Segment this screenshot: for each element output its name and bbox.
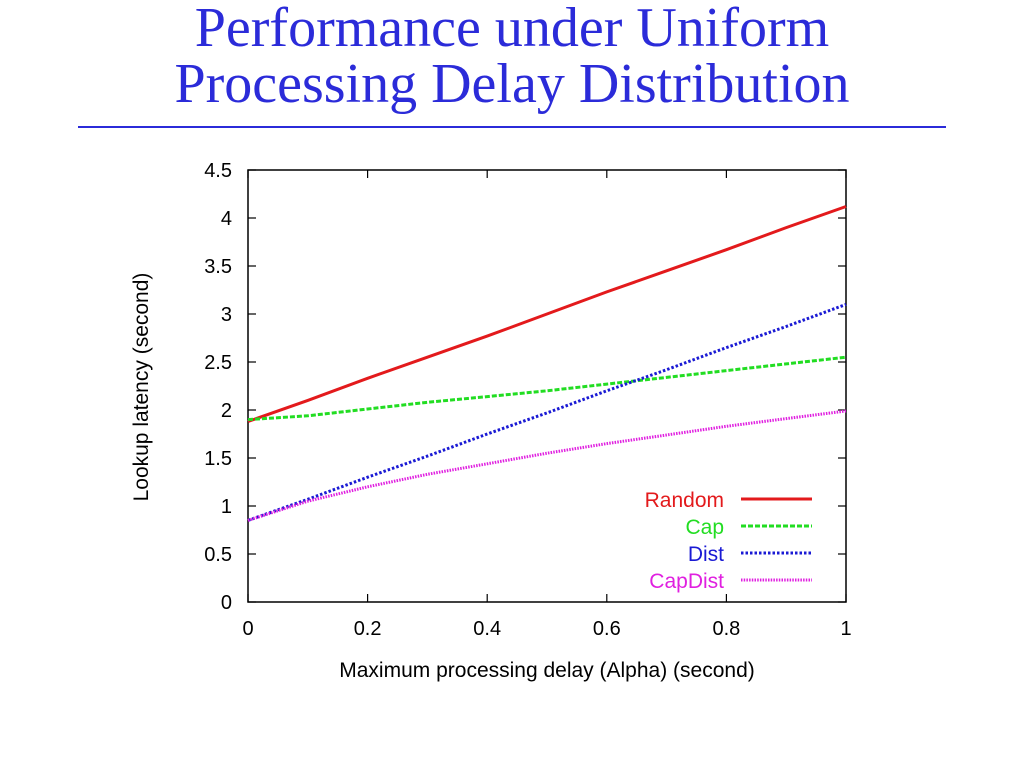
ticks: 0 0.2 0.4 0.6 0.8 1 0 0.5 1 1.5 2 2.5 3 3.5 4 4.5 [204, 160, 851, 640]
x-tick-label: 0.6 [593, 618, 621, 640]
y-tick-label: 3.5 [204, 256, 232, 278]
x-axis-label: Maximum processing delay (Alpha) (second… [339, 659, 755, 682]
x-tick-label: 0.8 [712, 618, 740, 640]
x-tick-label: 1 [840, 618, 851, 640]
axes [247, 169, 847, 603]
y-tick-label: 1.5 [204, 448, 232, 470]
y-tick-label: 0 [221, 592, 232, 614]
series-line-cap [247, 355, 847, 422]
series-line-random [247, 205, 847, 423]
legend-label-capdist: CapDist [649, 570, 724, 593]
y-tick-label: 1 [221, 496, 232, 518]
y-tick-label: 4 [221, 208, 232, 230]
x-tick-label: 0 [242, 618, 253, 640]
slide-title: Performance under Uniform Processing Del… [0, 0, 1024, 112]
legend-label-random: Random [645, 489, 724, 512]
y-axis-label: Lookup latency (second) [130, 273, 153, 502]
y-tick-label: 0.5 [204, 544, 232, 566]
series-line-dist [247, 302, 847, 522]
x-tick-label: 0.2 [354, 618, 382, 640]
slide-title-line-1: Performance under Uniform [194, 0, 830, 59]
y-tick-label: 4.5 [204, 160, 232, 182]
slide-title-line-2: Processing Delay Distribution [174, 53, 850, 115]
series-line-capdist [247, 409, 847, 522]
plot-frame [247, 169, 847, 603]
legend-label-dist: Dist [688, 543, 724, 566]
legend-label-cap: Cap [685, 516, 724, 539]
y-tick-label: 2 [221, 400, 232, 422]
title-underline [78, 126, 946, 128]
y-tick-label: 3 [221, 304, 232, 326]
x-tick-label: 0.4 [473, 618, 501, 640]
series-lines [247, 205, 847, 522]
y-tick-label: 2.5 [204, 352, 232, 374]
